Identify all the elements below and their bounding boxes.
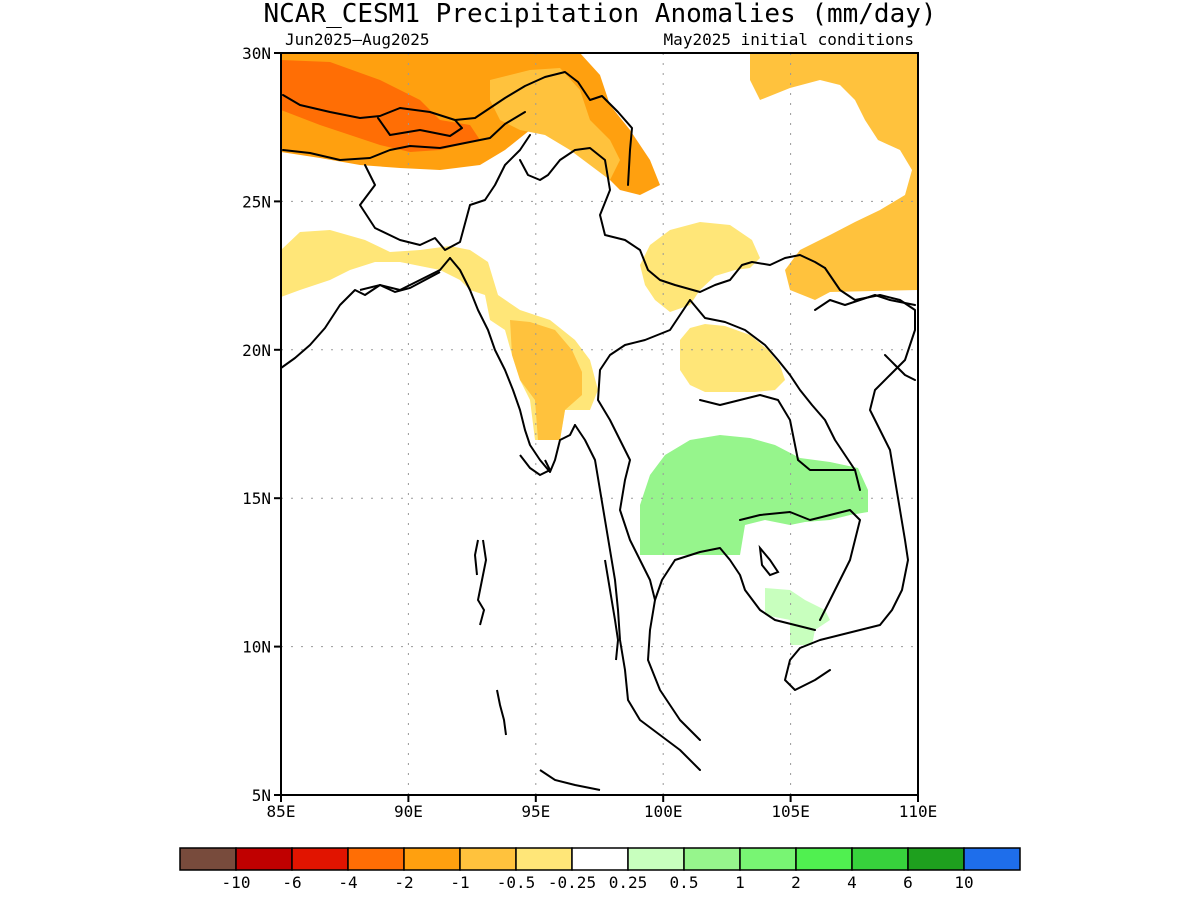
lat-tick-label: 5N <box>252 786 271 805</box>
legend-label: -2 <box>394 873 413 892</box>
colorbar-legend: -10 -6 -4 -2 -1 -0.5 -0.25 0.25 0.5 1 2 4 6 10 <box>179 847 1021 892</box>
tonle-sap <box>758 544 780 577</box>
lon-tick-label: 85E <box>267 802 296 821</box>
lat-tick-label: 30N <box>242 44 271 63</box>
lon-tick-label: 105E <box>771 802 810 821</box>
anomaly-region-southeast-tibet <box>490 68 620 180</box>
ganges-delta <box>359 271 441 294</box>
lon-tick-label: 95E <box>521 802 550 821</box>
legend-swatch <box>179 847 237 871</box>
laos-border <box>689 299 861 491</box>
nepal-south-border <box>282 111 526 161</box>
legend-label: 4 <box>847 873 857 892</box>
lon-tick-label: 90E <box>394 802 423 821</box>
myanmar-thai-border <box>597 299 701 741</box>
legend-label: -6 <box>282 873 301 892</box>
anomaly-layer <box>281 53 918 645</box>
legend-swatch <box>235 847 293 871</box>
map-title: NCAR_CESM1 Precipitation Anomalies (mm/d… <box>263 0 936 29</box>
hainan-coast <box>884 354 916 381</box>
lon-ticks: 85E 90E 95E 100E 105E 110E <box>267 795 938 821</box>
legend-label: 6 <box>903 873 913 892</box>
anomaly-region-yunnan <box>640 222 760 312</box>
myanmar-coast <box>449 257 576 473</box>
anomaly-region-south-china <box>750 53 918 300</box>
legend-label: 1 <box>735 873 745 892</box>
bhutan-border <box>377 117 463 137</box>
cambodia-border <box>739 509 861 621</box>
nicobar-islands <box>496 689 507 736</box>
legend-swatch <box>459 847 517 871</box>
initial-conditions-label: May2025 initial conditions <box>664 30 914 49</box>
irrawaddy-delta <box>519 454 552 477</box>
legend-label: -0.25 <box>548 873 596 892</box>
legend-swatch <box>627 847 685 871</box>
legend-swatch <box>739 847 797 871</box>
coastlines-borders <box>281 71 916 771</box>
lat-tick-label: 15N <box>242 489 271 508</box>
islands <box>359 271 780 791</box>
sumatra-tip <box>539 769 601 791</box>
legend-swatch <box>347 847 405 871</box>
lon-tick-label: 110E <box>899 802 938 821</box>
vietnam-coast <box>784 267 916 691</box>
thai-laos-mekong <box>699 394 856 471</box>
india-coast-east <box>281 257 451 369</box>
legend-label: -0.5 <box>497 873 536 892</box>
andaman-islands-south <box>473 539 479 576</box>
legend-label: 0.5 <box>670 873 699 892</box>
lat-tick-label: 20N <box>242 341 271 360</box>
legend-swatch <box>963 847 1021 871</box>
legend-label: 2 <box>791 873 801 892</box>
anomaly-region-laos-north <box>680 324 785 392</box>
period-label: Jun2025–Aug2025 <box>285 30 430 49</box>
legend-swatch <box>851 847 909 871</box>
legend-swatch <box>571 847 629 871</box>
legend-label: -4 <box>338 873 357 892</box>
legend-swatch <box>291 847 349 871</box>
mergui-islands <box>604 559 620 661</box>
lat-ticks: 5N 10N 15N 20N 25N 30N <box>242 44 281 805</box>
lat-tick-label: 10N <box>242 638 271 657</box>
legend-swatch <box>403 847 461 871</box>
legend-label: -10 <box>222 873 251 892</box>
legend-swatch <box>515 847 573 871</box>
legend-label: -1 <box>450 873 469 892</box>
thai-west-coast <box>574 424 701 771</box>
anomaly-region-mekong-delta <box>765 588 830 645</box>
legend-label: 10 <box>954 873 973 892</box>
south-china-coast <box>814 294 916 311</box>
lat-tick-label: 25N <box>242 192 271 211</box>
legend-swatch <box>795 847 853 871</box>
lon-tick-label: 100E <box>644 802 683 821</box>
andaman-islands <box>476 539 488 626</box>
anomaly-region-thailand-cambodia <box>640 435 868 555</box>
myanmar-east-border <box>519 147 826 293</box>
gulf-thailand-coast <box>654 547 816 631</box>
legend-label: 0.25 <box>609 873 648 892</box>
legend-swatch <box>907 847 965 871</box>
bengal-border <box>359 134 531 251</box>
map-frame <box>280 52 919 796</box>
anomaly-region-nepal-core <box>281 60 480 152</box>
legend-swatch <box>683 847 741 871</box>
anomaly-region-myanmar-west <box>510 320 582 440</box>
nepal-border <box>282 71 633 186</box>
